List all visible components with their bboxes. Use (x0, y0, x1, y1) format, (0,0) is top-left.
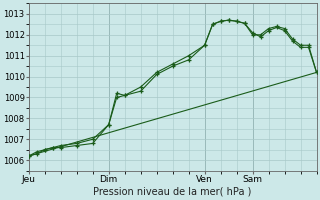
X-axis label: Pression niveau de la mer( hPa ): Pression niveau de la mer( hPa ) (93, 187, 252, 197)
